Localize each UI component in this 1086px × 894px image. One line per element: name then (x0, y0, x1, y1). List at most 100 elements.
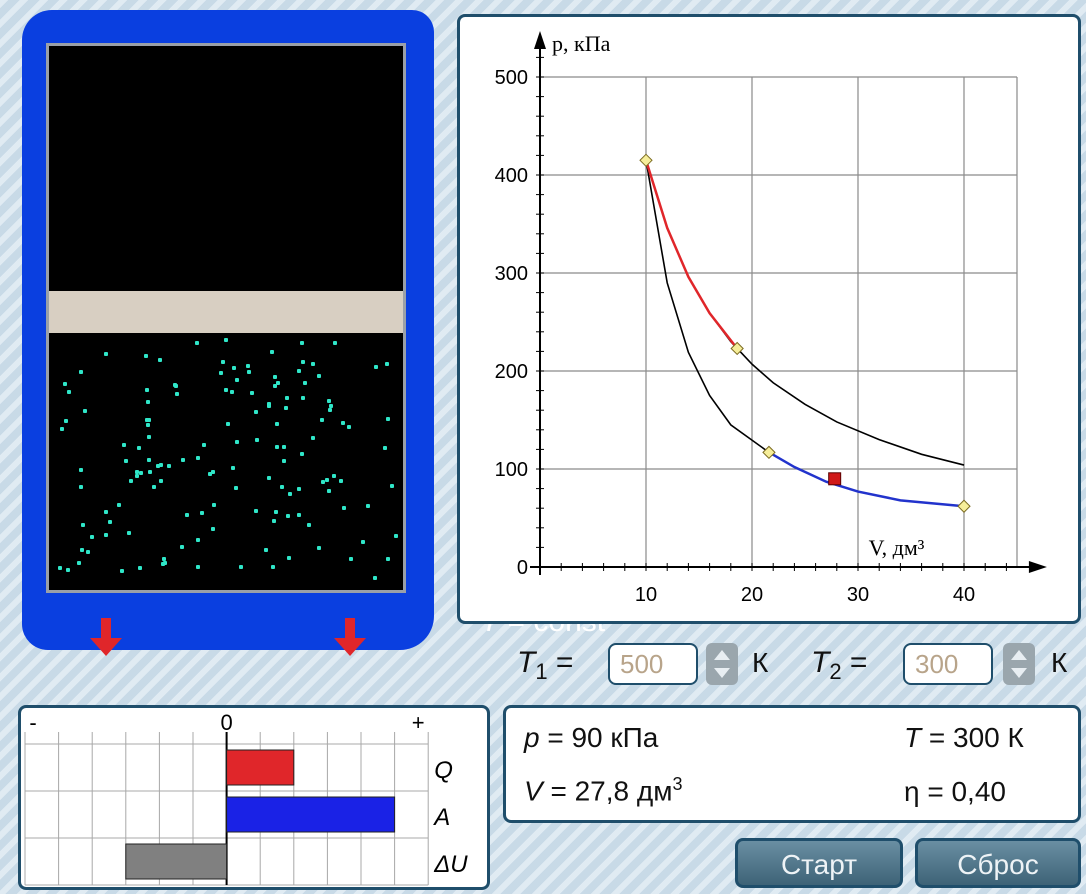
gas-molecule (301, 396, 306, 401)
series-line-1 (645, 160, 965, 466)
gas-molecule (273, 510, 278, 515)
v-var: V (524, 775, 543, 807)
t2-spinner[interactable] (1003, 643, 1035, 685)
gas-molecule (386, 416, 391, 421)
gas-molecule (255, 438, 259, 442)
gas-molecule (78, 370, 83, 375)
gas-molecule (195, 455, 200, 460)
x-tick-label: 40 (953, 584, 975, 606)
gas-molecule (162, 557, 167, 562)
y-axis-arrow-icon (534, 31, 546, 49)
energy-balance-chart: - 0 + QA ΔU (24, 710, 468, 886)
gas-molecule (324, 477, 329, 482)
gas-molecule (159, 479, 164, 484)
t2-input[interactable]: 300 (903, 643, 993, 685)
gas-molecule (145, 418, 150, 423)
gas-molecule (90, 535, 95, 540)
t1-label: T1 = (517, 646, 573, 685)
gas-molecule (281, 459, 286, 464)
minus-label: - (29, 710, 36, 735)
gas-molecule (331, 474, 336, 479)
gas-molecule (272, 519, 277, 524)
gas-molecule (77, 560, 82, 565)
gas-molecule (83, 408, 88, 413)
t2-var: T (811, 646, 830, 679)
x-tick-label: 30 (847, 584, 869, 606)
t1-equals: = (555, 646, 574, 679)
cycle-vertex-marker (730, 341, 744, 356)
gas-molecule (174, 392, 179, 397)
gas-molecule (129, 478, 134, 483)
gas-molecule (321, 480, 326, 485)
energy-bar-1 (226, 749, 295, 786)
gas-molecule (273, 374, 278, 379)
t2-equals: = (849, 646, 868, 679)
heat-arrow-left-icon (90, 618, 122, 656)
gas-molecule (235, 377, 240, 382)
gas-molecule (306, 522, 311, 527)
t1-input[interactable]: 500 (608, 643, 698, 685)
gas-molecule (145, 399, 150, 404)
y-tick-label: 0 (517, 557, 528, 579)
t1-up-icon[interactable] (714, 650, 730, 660)
cycle-vertex-marker (639, 153, 653, 168)
gas-molecule (249, 390, 254, 395)
gas-molecule (394, 534, 399, 539)
gas-molecule (139, 470, 144, 475)
gas-molecule (80, 548, 85, 553)
gas-molecule (179, 544, 184, 549)
gas-molecule (238, 565, 243, 570)
gas-molecule (311, 361, 316, 366)
gas-molecule (282, 444, 287, 449)
gas-molecule (234, 485, 239, 490)
gas-molecule (221, 360, 226, 365)
v-sup: 3 (672, 774, 683, 794)
gas-molecule (296, 512, 301, 517)
gas-molecule (174, 383, 179, 388)
pv-diagram-panel: 10 20 30 40 0 100 200 300 400 500 p, кПа V, дм³ (457, 14, 1081, 624)
t1-spinner[interactable] (706, 643, 738, 685)
gas-molecule (326, 398, 331, 403)
gas-molecule (58, 565, 63, 570)
gas-molecule (66, 390, 71, 395)
start-button[interactable]: Старт (735, 838, 903, 888)
energy-bar-label: ΔU (433, 851, 468, 878)
gas-molecule (212, 503, 217, 508)
t2-sub: 2 (829, 659, 842, 684)
gas-molecule (366, 504, 371, 509)
gas-molecule (59, 426, 64, 431)
gas-molecule (208, 471, 213, 476)
y-axis-label: p, кПа (552, 31, 611, 56)
t2-down-icon[interactable] (1011, 668, 1027, 678)
gas-molecule (254, 409, 259, 414)
reset-button[interactable]: Сброс (915, 838, 1081, 888)
gas-molecule (339, 479, 344, 484)
p-var: p (524, 722, 540, 753)
gas-molecule (155, 463, 160, 468)
x-tick-label: 10 (635, 584, 657, 606)
t2-up-icon[interactable] (1011, 650, 1027, 660)
gas-molecule (247, 369, 252, 374)
gas-molecule (195, 341, 200, 346)
piston[interactable] (49, 291, 403, 333)
gas-molecule (127, 530, 132, 535)
gas-molecule (267, 404, 272, 409)
gas-molecule (121, 443, 126, 448)
gas-molecule (123, 459, 128, 464)
heat-arrow-right-icon (334, 618, 366, 656)
gas-molecule (286, 555, 291, 560)
gas-molecule (284, 405, 289, 410)
gas-molecule (117, 502, 122, 507)
t1-down-icon[interactable] (714, 668, 730, 678)
state-readout-panel: p = 90 кПа V = 27,8 дм3 T = 300 К η = 0,… (503, 705, 1081, 823)
gas-molecule (310, 436, 315, 441)
gas-molecule (158, 358, 163, 363)
gas-molecule (158, 463, 163, 468)
series-line-2 (645, 160, 965, 508)
grid (536, 56, 1018, 571)
t1-sub: 1 (535, 659, 548, 684)
gas-molecule (151, 484, 156, 489)
gas-molecule (229, 389, 234, 394)
v-val: = 27,8 дм (542, 775, 673, 807)
gas-molecule (226, 422, 231, 427)
